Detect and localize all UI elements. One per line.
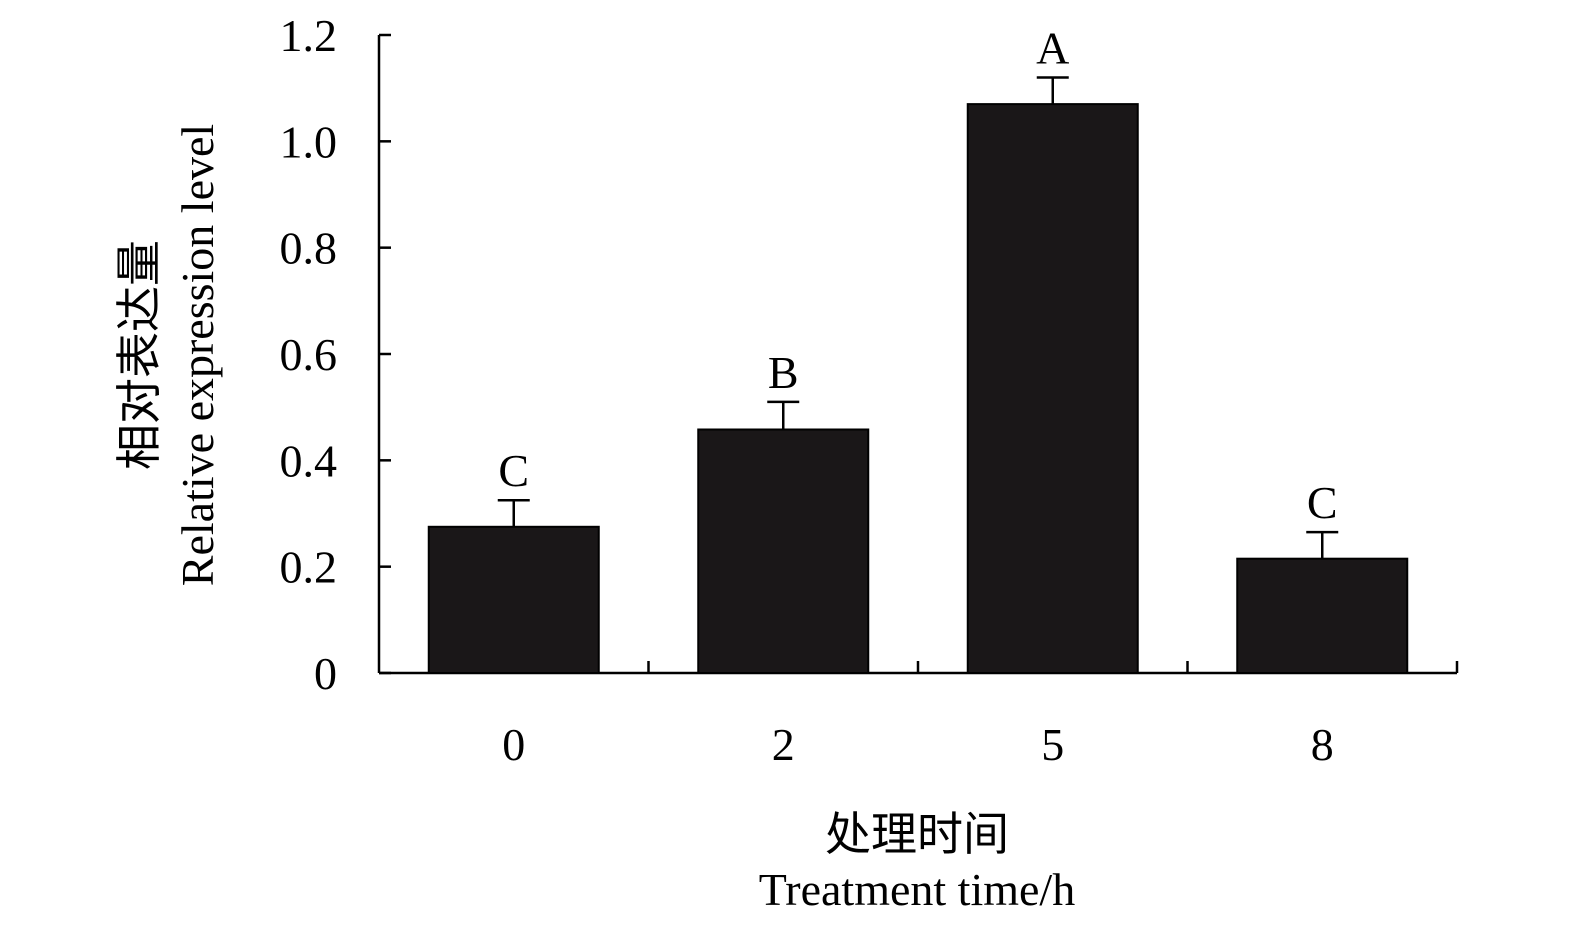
y-tick-label: 0.2 bbox=[280, 542, 338, 593]
plot-area: 0 0.2 0.4 0.6 0.8 1.0 1.2 C 0 B 2 A 5 C 8 bbox=[280, 10, 1459, 770]
x-tick-label: 2 bbox=[772, 719, 795, 770]
x-tick-label: 0 bbox=[502, 719, 525, 770]
x-axis-title-en: Treatment time/h bbox=[759, 864, 1075, 915]
bar bbox=[966, 103, 1139, 675]
significance-label: B bbox=[768, 347, 799, 398]
y-tick-label: 1.2 bbox=[280, 10, 338, 61]
y-tick-label: 0 bbox=[314, 648, 337, 699]
x-axis-title-cn: 处理时间 bbox=[825, 809, 1009, 860]
bar bbox=[697, 428, 870, 674]
significance-label: C bbox=[1307, 477, 1338, 528]
x-tick-label: 5 bbox=[1041, 719, 1064, 770]
significance-label: C bbox=[498, 445, 529, 496]
y-axis-title: 相对表达量 Relative expression level bbox=[114, 124, 223, 586]
bar bbox=[427, 525, 600, 675]
y-tick-label: 0.8 bbox=[280, 223, 338, 274]
y-tick-label: 1.0 bbox=[280, 116, 338, 167]
bar bbox=[1236, 557, 1409, 674]
y-axis-title-cn: 相对表达量 bbox=[114, 240, 165, 470]
significance-label: A bbox=[1036, 23, 1069, 74]
x-axis-title: 处理时间 Treatment time/h bbox=[759, 809, 1075, 915]
y-tick-label: 0.6 bbox=[280, 329, 338, 380]
y-axis-title-en: Relative expression level bbox=[172, 124, 223, 586]
x-tick-label: 8 bbox=[1311, 719, 1334, 770]
y-tick-label: 0.4 bbox=[280, 435, 338, 486]
